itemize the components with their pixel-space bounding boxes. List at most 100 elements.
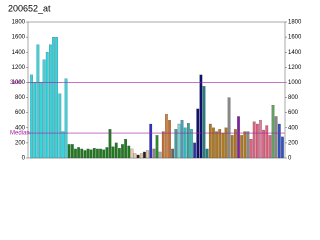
bar xyxy=(243,131,247,159)
y-tick-label: 1800 xyxy=(12,20,26,26)
bar xyxy=(171,148,175,159)
bar xyxy=(96,148,99,159)
bar xyxy=(177,123,181,159)
y-tick-label: 400 xyxy=(15,125,26,131)
bar xyxy=(118,148,121,159)
bar xyxy=(227,97,231,159)
bar xyxy=(262,129,265,159)
bar xyxy=(127,145,131,159)
bar xyxy=(146,150,149,159)
bar xyxy=(105,147,109,159)
bar xyxy=(221,132,225,159)
bar xyxy=(108,129,112,159)
bar xyxy=(45,52,49,159)
bar xyxy=(183,127,187,159)
bar xyxy=(61,131,65,159)
chart: 200652_at 0 0 200 200 400 400 600 600 800 800 1000… xyxy=(8,3,302,162)
bar xyxy=(143,151,146,159)
bar xyxy=(268,135,272,159)
bar xyxy=(199,74,203,159)
bar xyxy=(77,147,80,159)
bar xyxy=(281,136,284,159)
bar xyxy=(83,150,87,159)
bar xyxy=(64,78,68,159)
y2-tick-label: 1200 xyxy=(288,65,302,71)
bar xyxy=(136,154,140,159)
bar xyxy=(208,123,212,159)
bar xyxy=(74,148,77,159)
y2-tick-label: 1600 xyxy=(288,35,302,41)
bar xyxy=(215,131,218,159)
y2-tick-label: 200 xyxy=(288,140,299,146)
bar xyxy=(180,120,184,159)
bar xyxy=(114,142,118,159)
bar xyxy=(133,153,137,159)
bar xyxy=(42,59,46,159)
bar xyxy=(80,148,84,159)
y-tick-label: 200 xyxy=(15,140,26,146)
reference-label: Median xyxy=(10,131,30,137)
bar xyxy=(190,129,193,159)
bar xyxy=(274,116,278,159)
y-tick-label: 1000 xyxy=(12,80,26,86)
bar xyxy=(249,139,253,159)
bar xyxy=(130,148,134,159)
bar xyxy=(152,148,156,159)
bar xyxy=(255,123,259,159)
bar xyxy=(218,129,222,159)
bar xyxy=(99,148,102,159)
bar xyxy=(30,74,33,159)
bar xyxy=(187,123,190,159)
bar xyxy=(271,105,275,159)
bar xyxy=(240,135,244,159)
bar xyxy=(230,135,234,159)
y2-tick-label: 0 xyxy=(288,156,292,162)
y2-tick-label: 1000 xyxy=(288,80,302,86)
bar xyxy=(259,120,262,159)
bar xyxy=(67,144,71,159)
bar xyxy=(58,93,62,159)
bar xyxy=(202,86,206,159)
bar xyxy=(52,37,55,159)
bar xyxy=(237,116,240,159)
bar xyxy=(212,127,215,159)
bar xyxy=(158,151,162,159)
y2-tick-label: 1400 xyxy=(288,50,302,56)
bar xyxy=(246,131,250,159)
bar xyxy=(265,125,269,159)
y2-tick-label: 800 xyxy=(288,95,299,101)
bar xyxy=(55,37,59,159)
y-tick-label: 1200 xyxy=(12,65,26,71)
bar xyxy=(124,139,127,159)
bar xyxy=(92,148,96,159)
bar xyxy=(165,114,168,159)
bar xyxy=(33,82,37,159)
bar xyxy=(155,135,159,159)
bar xyxy=(149,123,153,159)
bar xyxy=(102,149,106,159)
y-tick-label: 1600 xyxy=(12,35,26,41)
y-tick-label: 0 xyxy=(22,156,26,162)
bar xyxy=(168,120,171,159)
bar xyxy=(161,131,165,159)
bar xyxy=(39,82,43,159)
bar xyxy=(193,142,196,159)
bar xyxy=(224,127,228,159)
y-tick-label: 1400 xyxy=(12,50,26,56)
bar xyxy=(36,44,40,159)
y-tick-label: 600 xyxy=(15,110,26,116)
y2-tick-label: 1800 xyxy=(288,20,302,26)
y2-tick-label: 600 xyxy=(288,110,299,116)
y-tick-label: 800 xyxy=(15,95,26,101)
reference-label: 3xM xyxy=(10,80,21,86)
bar xyxy=(89,149,93,159)
bar xyxy=(205,148,209,159)
bar xyxy=(252,121,256,159)
y2-tick-label: 400 xyxy=(288,125,299,131)
bar xyxy=(139,153,143,159)
bar xyxy=(111,146,115,159)
bar xyxy=(121,144,124,159)
bar xyxy=(86,148,90,159)
bar xyxy=(234,129,237,159)
chart-title: 200652_at xyxy=(8,3,51,13)
